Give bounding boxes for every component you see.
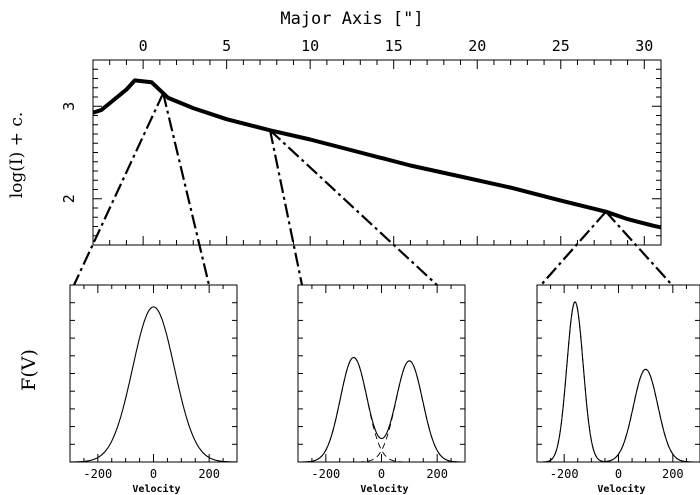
panel-x-tick-label: 0 bbox=[378, 467, 385, 481]
panel-x-tick-label: 200 bbox=[662, 467, 684, 481]
panel-frame bbox=[69, 284, 238, 463]
connector-line-right bbox=[605, 210, 673, 286]
top-x-tick-label: 20 bbox=[468, 37, 486, 55]
top-y-tick-label: 3 bbox=[60, 102, 78, 111]
velocity-profile-curve bbox=[70, 306, 237, 463]
panel-x-tick-label: 200 bbox=[426, 467, 448, 481]
top-x-tick-label: 5 bbox=[222, 37, 231, 55]
gaussian-component-curve bbox=[298, 360, 465, 463]
velocity-panel-2: -200 0 200 Velocity bbox=[297, 284, 466, 495]
panel-x-tick-label: -200 bbox=[550, 467, 579, 481]
connector-line-right bbox=[162, 92, 211, 286]
top-x-tick-label: 15 bbox=[385, 37, 403, 55]
panel-x-axis-label: Velocity bbox=[360, 483, 408, 495]
gaussian-component-curve bbox=[537, 301, 700, 463]
connector-line-left bbox=[540, 210, 607, 286]
panel-x-tick-label: -200 bbox=[83, 467, 112, 481]
velocity-panel-3: -200 0 200 Velocity bbox=[536, 284, 700, 495]
top-x-tick-label: 25 bbox=[552, 37, 570, 55]
top-x-axis-label: Major Axis ["] bbox=[280, 9, 423, 29]
panel-x-axis-label: Velocity bbox=[132, 483, 180, 495]
panel-x-tick-label: 200 bbox=[198, 467, 220, 481]
gaussian-component-curve bbox=[537, 368, 700, 463]
velocity-profile-curve bbox=[298, 356, 465, 463]
gaussian-component-curve bbox=[298, 357, 465, 463]
panel-frame bbox=[536, 284, 700, 463]
connector-line-left bbox=[269, 130, 304, 286]
panel-x-tick-label: 0 bbox=[615, 467, 622, 481]
top-plot: 0 5 10 15 20 25 30 2 3 bbox=[60, 37, 662, 246]
connector-line-right bbox=[269, 129, 438, 286]
top-x-tick-label: 10 bbox=[301, 37, 319, 55]
bottom-y-axis-label: F(V) bbox=[18, 349, 40, 391]
connector-lines bbox=[73, 92, 673, 286]
top-y-axis-label: log(I) + c. bbox=[7, 112, 27, 199]
top-x-tick-label: 0 bbox=[139, 37, 148, 55]
connector-line-left bbox=[73, 92, 165, 286]
panel-frame bbox=[297, 284, 466, 463]
velocity-profile-curve bbox=[537, 301, 700, 463]
top-x-tick-label: 30 bbox=[635, 37, 653, 55]
panel-x-tick-label: -200 bbox=[311, 467, 340, 481]
top-y-tick-label: 2 bbox=[60, 194, 78, 203]
panel-x-axis-label: Velocity bbox=[597, 483, 645, 495]
panel-x-tick-label: 0 bbox=[150, 467, 157, 481]
velocity-panel-1: -200 0 200 Velocity bbox=[69, 284, 238, 495]
